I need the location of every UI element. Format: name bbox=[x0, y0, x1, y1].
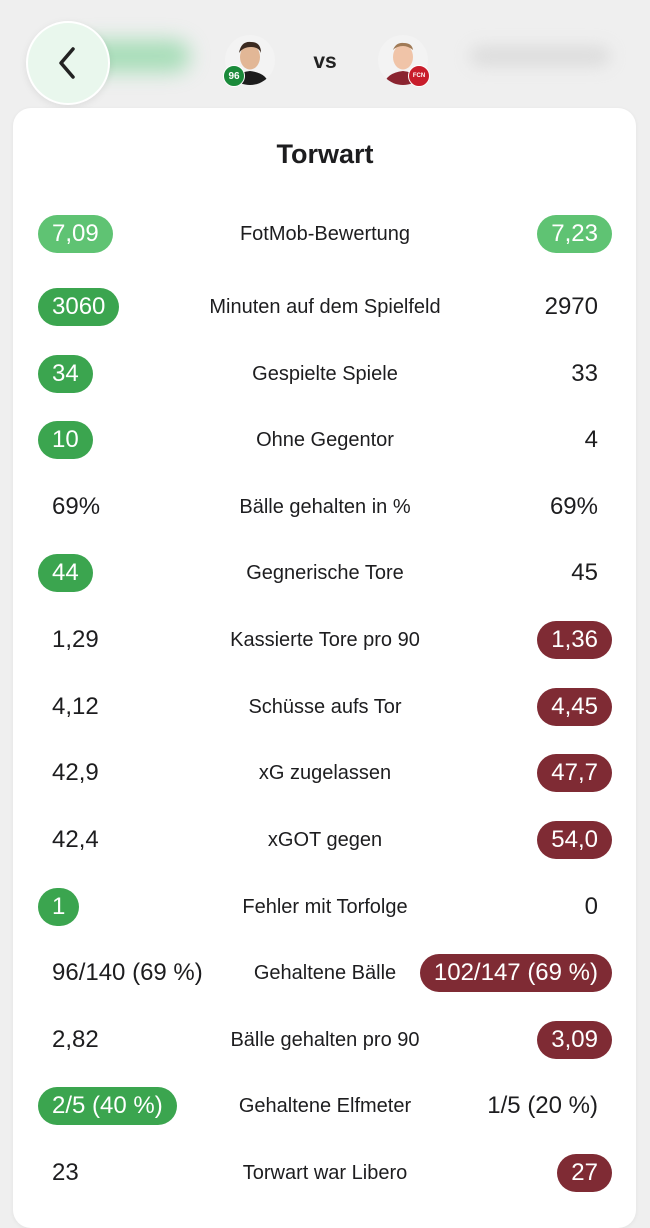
right-value: 69% bbox=[549, 493, 598, 520]
stat-label: Gespielte Spiele bbox=[252, 363, 398, 385]
right-value: 0 bbox=[584, 893, 598, 920]
left-value: 7,09 bbox=[38, 215, 113, 253]
right-value: 27 bbox=[557, 1154, 612, 1192]
left-value: 3060 bbox=[38, 288, 120, 326]
left-value: 42,4 bbox=[52, 826, 99, 853]
left-value: 4,12 bbox=[52, 693, 99, 720]
right-value: 7,23 bbox=[537, 215, 612, 253]
stat-label: xG zugelassen bbox=[258, 762, 392, 784]
stat-label: Gehaltene Bälle bbox=[253, 962, 397, 984]
right-value: 4 bbox=[584, 426, 598, 453]
right-value: 3,09 bbox=[537, 1021, 612, 1059]
right-value: 45 bbox=[571, 559, 598, 586]
right-club-badge: FCN bbox=[408, 65, 430, 87]
comparison-header: 96 vs FCN bbox=[0, 0, 650, 120]
left-value: 44 bbox=[38, 554, 93, 592]
back-button[interactable] bbox=[26, 21, 110, 105]
left-value: 2/5 (40 %) bbox=[38, 1087, 177, 1125]
right-player-name-blurred bbox=[470, 46, 610, 66]
left-club-badge: 96 bbox=[223, 65, 245, 87]
stat-label: Minuten auf dem Spielfeld bbox=[209, 296, 441, 318]
right-club-badge-text: FCN bbox=[412, 73, 426, 79]
left-value: 69% bbox=[52, 493, 101, 520]
right-value: 1/5 (20 %) bbox=[487, 1092, 598, 1119]
left-player-avatar[interactable]: 96 bbox=[223, 35, 275, 87]
right-player-avatar[interactable]: FCN bbox=[378, 35, 430, 87]
stat-label: Gehaltene Elfmeter bbox=[238, 1095, 412, 1117]
section-title: Torwart bbox=[276, 139, 374, 169]
chevron-left-icon bbox=[59, 47, 75, 79]
left-value: 23 bbox=[52, 1159, 79, 1186]
stat-label: Torwart war Libero bbox=[242, 1162, 408, 1184]
stat-label: Fehler mit Torfolge bbox=[242, 896, 408, 918]
stat-label: Schüsse aufs Tor bbox=[248, 696, 402, 718]
right-value: 33 bbox=[571, 360, 598, 387]
stat-label: FotMob-Bewertung bbox=[239, 223, 411, 245]
stat-label: Gegnerische Tore bbox=[246, 562, 404, 584]
stat-label: Ohne Gegentor bbox=[256, 429, 394, 451]
stat-label: Bälle gehalten pro 90 bbox=[230, 1029, 420, 1051]
right-value: 4,45 bbox=[537, 688, 612, 726]
right-value: 1,36 bbox=[537, 621, 612, 659]
right-value: 2970 bbox=[544, 293, 598, 320]
left-club-badge-text: 96 bbox=[228, 70, 240, 82]
left-value: 42,9 bbox=[52, 759, 99, 786]
left-value: 2,82 bbox=[52, 1026, 99, 1053]
stat-label: Bälle gehalten in % bbox=[239, 496, 411, 518]
stats-card bbox=[13, 108, 636, 1228]
left-value: 96/140 (69 %) bbox=[52, 959, 203, 986]
left-value: 1,29 bbox=[52, 626, 99, 653]
left-value: 1 bbox=[38, 888, 80, 926]
left-value: 10 bbox=[38, 421, 93, 459]
left-value: 34 bbox=[38, 355, 93, 393]
stat-label: xGOT gegen bbox=[267, 829, 383, 851]
stat-label: Kassierte Tore pro 90 bbox=[230, 629, 420, 651]
right-value: 47,7 bbox=[537, 754, 612, 792]
right-value: 102/147 (69 %) bbox=[419, 954, 612, 992]
right-value: 54,0 bbox=[537, 821, 612, 859]
vs-label: vs bbox=[313, 50, 337, 73]
